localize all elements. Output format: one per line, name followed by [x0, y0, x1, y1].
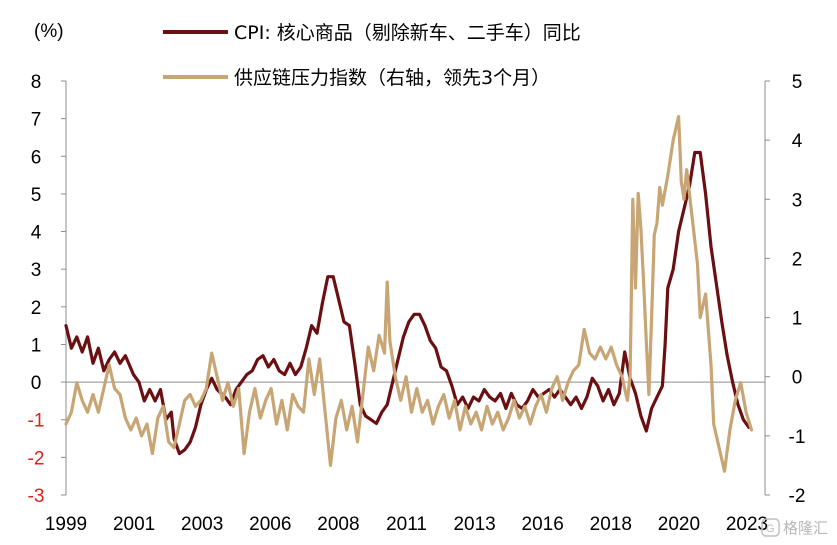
x-tick-label: 2008 [317, 514, 359, 535]
right-tick-label: -2 [789, 486, 806, 507]
right-tick-label: 4 [792, 131, 803, 152]
watermark: G 格隆汇 [761, 518, 828, 537]
right-tick-label: -1 [789, 427, 806, 448]
legend-label-supply-chain: 供应链压力指数（右轴，领先3个月） [234, 67, 550, 89]
left-tick-label: 8 [31, 72, 42, 93]
x-tick-label: 2006 [249, 514, 291, 535]
x-tick-label: 2001 [113, 514, 155, 535]
x-tick-label: 2016 [522, 514, 564, 535]
left-tick-label: 2 [31, 298, 42, 319]
left-tick-label: -3 [28, 486, 45, 507]
left-tick-label: 4 [31, 223, 42, 244]
watermark-logo-glyph: G [766, 523, 775, 535]
x-tick-label: 2003 [181, 514, 223, 535]
left-tick-label: 1 [31, 335, 42, 356]
right-tick-label: 0 [792, 368, 803, 389]
left-y-axis: 8 7 6 5 4 3 2 1 0 -1 -2 -3 [28, 72, 67, 507]
x-tick-label: 2018 [590, 514, 632, 535]
right-tick-label: 2 [792, 249, 803, 270]
right-tick-label: 1 [792, 309, 803, 330]
watermark-logo-icon [761, 518, 780, 537]
series-layer [64, 114, 754, 473]
left-tick-label: 6 [31, 147, 42, 168]
x-tick-label: 2013 [453, 514, 495, 535]
left-tick-label: -2 [28, 448, 45, 469]
left-tick-label: 7 [31, 110, 42, 131]
right-y-axis: 5 4 3 2 1 0 -1 -2 [764, 72, 806, 507]
unit-label: (%) [34, 21, 64, 42]
series-line-cpi [64, 150, 751, 456]
x-tick-label: 2011 [386, 514, 427, 535]
left-tick-label: 0 [31, 373, 42, 394]
watermark-text: 格隆汇 [783, 519, 828, 537]
legend: CPI: 核心商品（剔除新车、二手车）同比 供应链压力指数（右轴，领先3个月） [163, 22, 581, 89]
legend-label-cpi: CPI: 核心商品（剔除新车、二手车）同比 [234, 22, 581, 44]
series-line-supply-chain [64, 114, 754, 473]
x-tick-label: 1999 [45, 514, 87, 535]
left-tick-label: -1 [28, 411, 45, 432]
left-tick-label: 5 [31, 185, 42, 206]
x-tick-label: 2020 [658, 514, 700, 535]
x-tick-label: 2023 [726, 514, 768, 535]
left-tick-label: 3 [31, 260, 42, 281]
x-axis: 1999 2001 2003 2006 2008 2011 2013 2016 2018 2020… [45, 381, 768, 535]
right-tick-label: 3 [792, 190, 803, 211]
right-tick-label: 5 [792, 72, 803, 93]
